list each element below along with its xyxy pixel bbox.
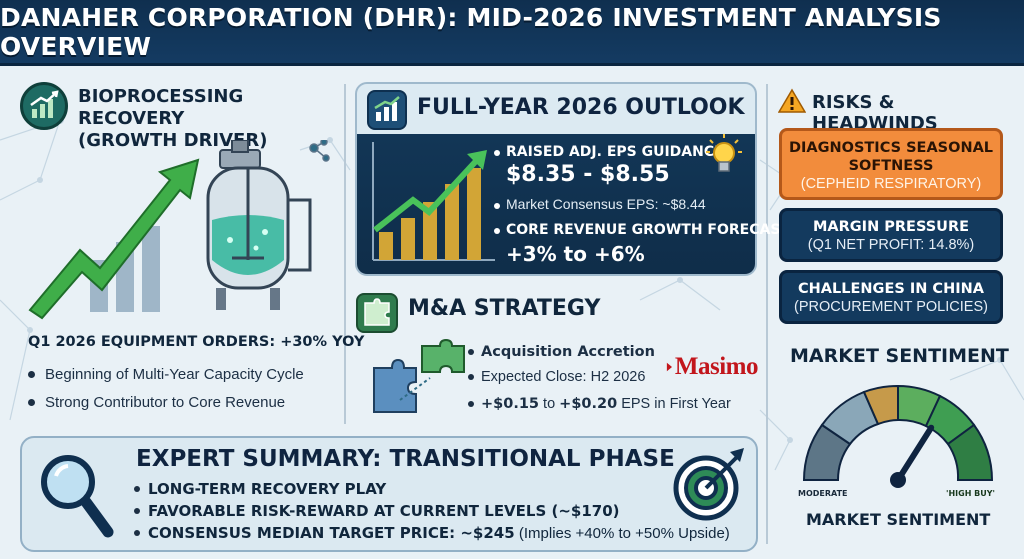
risk-diagnostics: DIAGNOSTICS SEASONAL SOFTNESS (CEPHEID R… (779, 128, 1003, 200)
ma-title: M&A STRATEGY (408, 296, 601, 321)
expert-target-text: CONSENSUS MEDIAN TARGET PRICE: ~$245 (148, 524, 515, 542)
risk-subtitle: (Q1 NET PROFIT: 14.8%) (807, 237, 975, 253)
masimo-mark-icon (666, 362, 673, 372)
outlook-eps-range: $8.35 - $8.55 (506, 162, 670, 187)
bioprocessing-point-text: Beginning of Multi-Year Capacity Cycle (45, 365, 304, 383)
puzzle-pieces-illustration (373, 338, 465, 413)
outlook-growth-chart-icon (372, 142, 495, 261)
ma-close-date: Expected Close: H2 2026 (468, 369, 645, 385)
list-item: Beginning of Multi-Year Capacity Cycle (28, 360, 304, 388)
outlook-revenue-label: CORE REVENUE GROWTH FORECAST: (494, 222, 795, 238)
outlook-revenue-range: +3% to +6% (506, 242, 645, 266)
gauge-right-label: 'HIGH BUY' (946, 489, 996, 498)
divider-left (344, 84, 346, 424)
target-icon (673, 448, 744, 521)
ma-eps-high: +$0.20 (559, 396, 618, 412)
sentiment-title: MARKET SENTIMENT (790, 345, 1009, 367)
revenue-label-text: CORE REVENUE GROWTH FORECAST: (506, 222, 795, 238)
growth-arrow-icon (28, 158, 200, 320)
expert-line-2: FAVORABLE RISK-REWARD AT CURRENT LEVELS … (134, 502, 620, 520)
header-banner: DANAHER CORPORATION (DHR): MID-2026 INVE… (0, 0, 1024, 66)
eps-label-text: RAISED ADJ. EPS GUIDANCE: (506, 144, 730, 160)
expert-summary-title: EXPERT SUMMARY: TRANSITIONAL PHASE (136, 446, 675, 472)
magnifier-icon (41, 455, 114, 538)
bullet-icon (468, 349, 474, 355)
risk-margin: MARGIN PRESSURE (Q1 NET PROFIT: 14.8%) (779, 208, 1003, 262)
bioprocessing-title-line1: BIOPROCESSING RECOVERY (78, 86, 244, 129)
risk-china: CHALLENGES IN CHINA (PROCUREMENT POLICIE… (779, 270, 1003, 324)
masimo-logo-text: Masimo (674, 353, 759, 380)
bullet-icon (494, 228, 500, 234)
growth-chart-icon (20, 82, 68, 130)
expert-line-text: FAVORABLE RISK-REWARD AT CURRENT LEVELS … (148, 502, 620, 520)
bioprocessing-points: Beginning of Multi-Year Capacity Cycle S… (28, 360, 304, 416)
bullet-icon (134, 530, 140, 536)
ma-eps-accretion: +$0.15 to +$0.20 EPS in First Year (468, 396, 731, 412)
risk-subtitle: (CEPHEID RESPIRATORY) (800, 176, 982, 192)
bioprocessing-title-line2: (GROWTH DRIVER) (78, 130, 268, 151)
bioprocessing-title: BIOPROCESSING RECOVERY (GROWTH DRIVER) (78, 86, 338, 152)
list-item: Strong Contributor to Core Revenue (28, 388, 304, 416)
expert-upside-text: (Implies +40% to +50% Upside) (514, 524, 730, 542)
equipment-orders: Q1 2026 EQUIPMENT ORDERS: +30% YOY (28, 334, 365, 350)
bioprocessing-point-text: Strong Contributor to Core Revenue (45, 393, 286, 411)
divider-right (766, 84, 768, 544)
risk-title-line1: DIAGNOSTICS SEASONAL (788, 140, 994, 156)
risk-subtitle: (PROCUREMENT POLICIES) (794, 299, 988, 315)
puzzle-icon (356, 293, 398, 333)
bioreactor-growth-illustration (28, 140, 330, 320)
sentiment-bottom-title: MARKET SENTIMENT (806, 510, 991, 529)
bullet-icon (468, 401, 474, 407)
outlook-panel: FULL-YEAR 2026 OUTLOOK (355, 82, 757, 276)
ma-accretion: Acquisition Accretion (468, 344, 655, 360)
expert-summary-panel (20, 436, 758, 552)
lightbulb-icon (706, 134, 742, 172)
gauge-arc (802, 384, 994, 481)
gauge-left-label: MODERATE (798, 489, 848, 498)
ma-line-text: Acquisition Accretion (481, 344, 655, 360)
ma-line-text: Expected Close: H2 2026 (481, 369, 646, 385)
bioreactor-icon (206, 140, 312, 310)
bullet-icon (28, 398, 35, 406)
risk-title-line2: SOFTNESS (848, 158, 934, 174)
expert-line-text: LONG-TERM RECOVERY PLAY (148, 480, 387, 498)
bullet-icon (468, 374, 474, 380)
outlook-title: FULL-YEAR 2026 OUTLOOK (417, 95, 745, 120)
bullet-icon (28, 370, 35, 378)
risk-title: MARGIN PRESSURE (812, 219, 970, 235)
gauge-hub (890, 472, 906, 488)
outlook-header: FULL-YEAR 2026 OUTLOOK (357, 84, 755, 134)
sentiment-gauge (802, 384, 994, 488)
outlook-consensus: Market Consensus EPS: ~$8.44 (494, 196, 706, 212)
outlook-eps-label: RAISED ADJ. EPS GUIDANCE: (494, 144, 729, 160)
ma-eps-suffix: EPS in First Year (617, 396, 731, 412)
warning-icon (778, 88, 806, 113)
gauge-needle (895, 424, 935, 483)
consensus-text: Market Consensus EPS: ~$8.44 (506, 196, 706, 212)
bar-chart-icon (367, 90, 407, 130)
expert-line-1: LONG-TERM RECOVERY PLAY (134, 480, 386, 498)
bullet-icon (134, 508, 140, 514)
bullet-icon (494, 150, 500, 156)
bullet-icon (134, 486, 140, 492)
bullet-icon (494, 203, 500, 209)
page-title: DANAHER CORPORATION (DHR): MID-2026 INVE… (0, 2, 942, 61)
ma-eps-to: to (539, 396, 560, 412)
expert-line-3: CONSENSUS MEDIAN TARGET PRICE: ~$245 (Im… (134, 524, 730, 542)
masimo-logo: Masimo (666, 346, 759, 388)
risk-title: CHALLENGES IN CHINA (798, 281, 984, 297)
ma-eps-low: +$0.15 (481, 396, 540, 412)
